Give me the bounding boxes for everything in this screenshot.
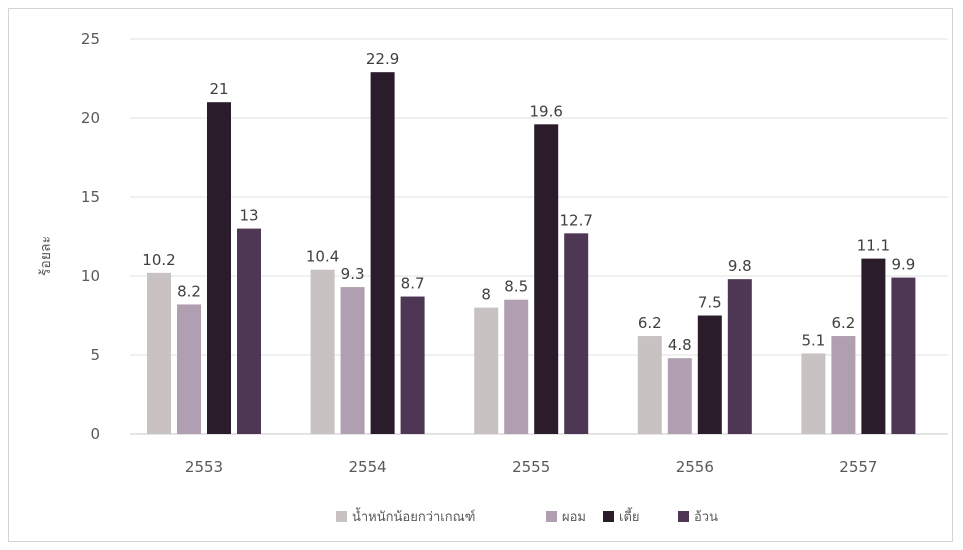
bar [504, 299, 529, 434]
bar [400, 296, 425, 434]
data-label: 9.8 [728, 257, 752, 275]
bar [177, 304, 201, 434]
x-tick-label: 2554 [349, 458, 387, 476]
data-label: 21 [209, 80, 228, 98]
bar [237, 228, 261, 434]
x-axis-ticks: 2553 2554 2555 2556 2557 [185, 458, 878, 476]
y-axis-ticks: 0 5 10 15 20 25 [81, 30, 100, 443]
data-label: 5.1 [801, 331, 825, 349]
bar [147, 272, 171, 434]
bar [697, 315, 722, 434]
x-tick-label: 2555 [512, 458, 550, 476]
data-label: 6.2 [831, 314, 855, 332]
bar [861, 258, 886, 434]
bars [147, 72, 916, 435]
bar [534, 124, 559, 434]
y-tick-label: 15 [81, 188, 100, 206]
data-label: 22.9 [366, 50, 399, 68]
data-label: 11.1 [857, 237, 890, 255]
data-label: 19.6 [529, 102, 562, 120]
legend-swatch [546, 511, 557, 522]
legend-swatch [603, 511, 614, 522]
data-label: 10.4 [306, 248, 339, 266]
bar [831, 336, 856, 434]
legend-label: เตี้ย [619, 507, 640, 525]
data-label: 6.2 [638, 314, 662, 332]
y-axis-title: ร้อยละ [38, 236, 54, 276]
legend-label: ผอม [562, 510, 586, 525]
data-label: 8.5 [504, 278, 528, 296]
y-tick-label: 5 [90, 346, 100, 364]
bar [891, 277, 916, 434]
data-label: 8.2 [177, 282, 201, 300]
data-label: 12.7 [559, 211, 592, 229]
y-tick-label: 25 [81, 30, 100, 48]
bar [207, 102, 231, 434]
data-labels: 10.28.2 21 13 10.49.3 22.9 8.7 8 8.5 19.6 12.7 6.2… [142, 50, 915, 354]
data-label: 7.5 [698, 294, 722, 312]
bar [564, 233, 589, 434]
data-label: 9.9 [891, 256, 915, 274]
legend-swatch [678, 511, 689, 522]
data-label: 9.3 [341, 265, 365, 283]
bar [474, 307, 499, 434]
bar [340, 287, 365, 434]
y-tick-label: 10 [81, 267, 100, 285]
data-label: 8.7 [401, 275, 425, 293]
bar [667, 358, 692, 434]
bar [801, 353, 826, 434]
data-label: 8 [481, 286, 491, 304]
y-tick-label: 20 [81, 109, 100, 127]
bar [637, 336, 662, 434]
data-label: 4.8 [668, 336, 692, 354]
y-tick-label: 0 [90, 425, 100, 443]
legend-label: น้ำหนักน้อยกว่าเกณฑ์ [352, 507, 475, 525]
x-tick-label: 2553 [185, 458, 223, 476]
data-label: 10.2 [142, 251, 175, 269]
bar [727, 279, 752, 434]
data-label: 13 [239, 207, 258, 225]
bar [310, 269, 335, 434]
bar [370, 72, 395, 435]
legend-swatch [336, 511, 347, 522]
x-tick-label: 2557 [839, 458, 877, 476]
x-tick-label: 2556 [676, 458, 714, 476]
legend: น้ำหนักน้อยกว่าเกณฑ์ ผอม เตี้ย อ้วน [336, 507, 718, 525]
legend-label: อ้วน [694, 510, 718, 525]
